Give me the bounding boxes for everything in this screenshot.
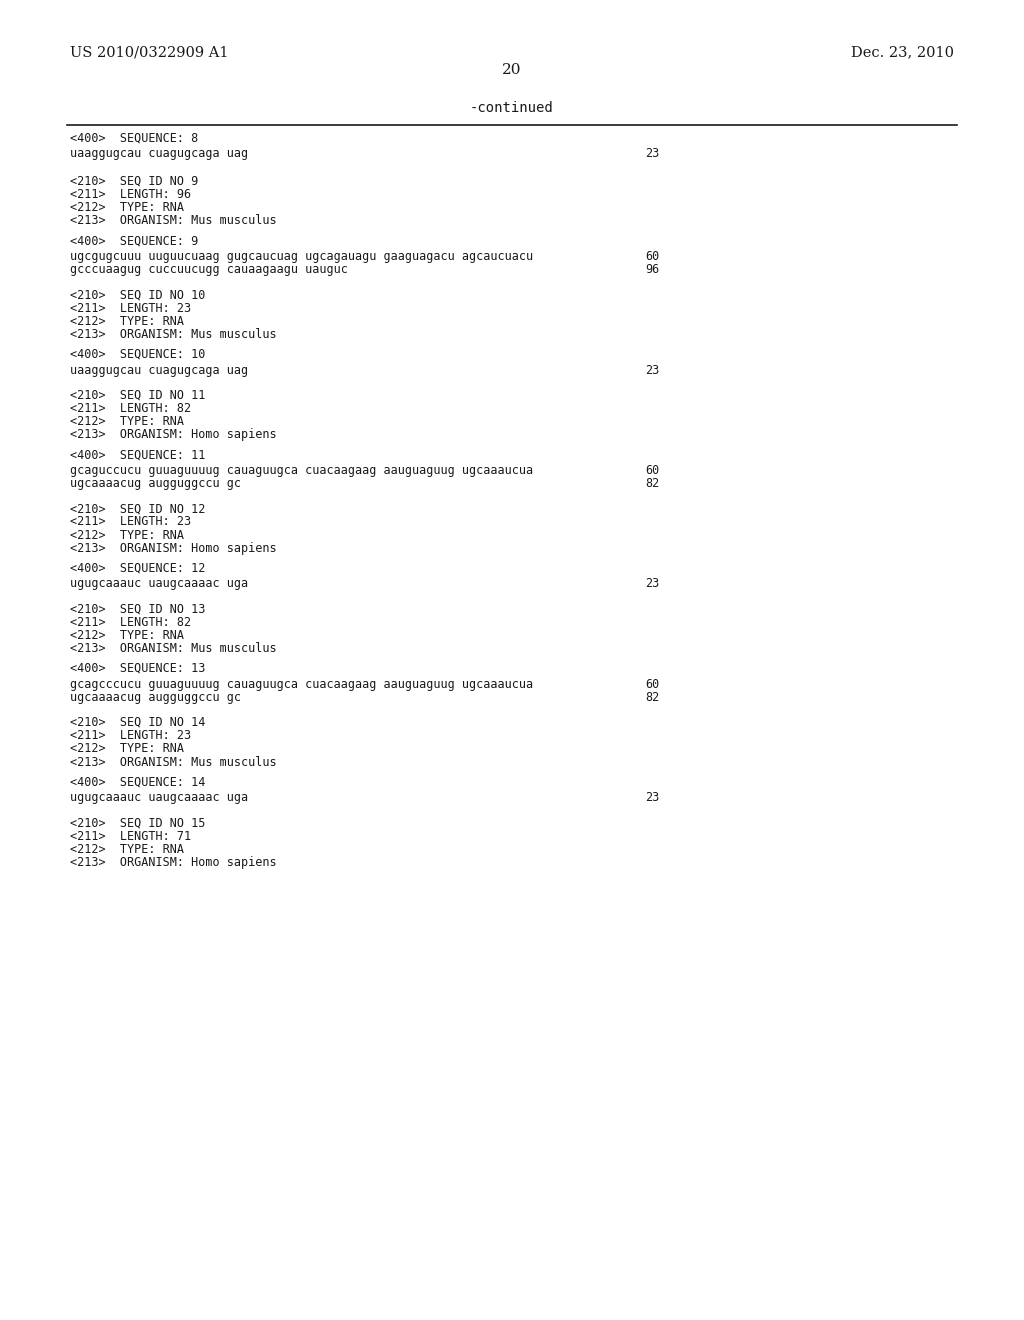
Text: 23: 23 (645, 147, 659, 160)
Text: <213>  ORGANISM: Mus musculus: <213> ORGANISM: Mus musculus (70, 327, 276, 341)
Text: <212>  TYPE: RNA: <212> TYPE: RNA (70, 628, 183, 642)
Text: gcagcccucu guuaguuuug cauaguugca cuacaagaag aauguaguug ugcaaaucua: gcagcccucu guuaguuuug cauaguugca cuacaag… (70, 677, 532, 690)
Text: <211>  LENGTH: 23: <211> LENGTH: 23 (70, 301, 190, 314)
Text: uaaggugcau cuagugcaga uag: uaaggugcau cuagugcaga uag (70, 147, 248, 160)
Text: <211>  LENGTH: 71: <211> LENGTH: 71 (70, 829, 190, 842)
Text: ugugcaaauc uaugcaaaac uga: ugugcaaauc uaugcaaaac uga (70, 577, 248, 590)
Text: <212>  TYPE: RNA: <212> TYPE: RNA (70, 842, 183, 855)
Text: <213>  ORGANISM: Mus musculus: <213> ORGANISM: Mus musculus (70, 755, 276, 768)
Text: <400>  SEQUENCE: 9: <400> SEQUENCE: 9 (70, 234, 198, 247)
Text: <210>  SEQ ID NO 9: <210> SEQ ID NO 9 (70, 174, 198, 187)
Text: <213>  ORGANISM: Mus musculus: <213> ORGANISM: Mus musculus (70, 642, 276, 655)
Text: uaaggugcau cuagugcaga uag: uaaggugcau cuagugcaga uag (70, 363, 248, 376)
Text: <211>  LENGTH: 96: <211> LENGTH: 96 (70, 187, 190, 201)
Text: <212>  TYPE: RNA: <212> TYPE: RNA (70, 414, 183, 428)
Text: <211>  LENGTH: 82: <211> LENGTH: 82 (70, 401, 190, 414)
Text: Dec. 23, 2010: Dec. 23, 2010 (851, 46, 954, 59)
Text: 96: 96 (645, 263, 659, 276)
Text: <211>  LENGTH: 23: <211> LENGTH: 23 (70, 515, 190, 528)
Text: <213>  ORGANISM: Homo sapiens: <213> ORGANISM: Homo sapiens (70, 855, 276, 869)
Text: <210>  SEQ ID NO 13: <210> SEQ ID NO 13 (70, 602, 205, 615)
Text: 82: 82 (645, 477, 659, 490)
Text: <400>  SEQUENCE: 11: <400> SEQUENCE: 11 (70, 447, 205, 461)
Text: <210>  SEQ ID NO 12: <210> SEQ ID NO 12 (70, 502, 205, 515)
Text: US 2010/0322909 A1: US 2010/0322909 A1 (70, 46, 228, 59)
Text: <211>  LENGTH: 23: <211> LENGTH: 23 (70, 729, 190, 742)
Text: <210>  SEQ ID NO 11: <210> SEQ ID NO 11 (70, 388, 205, 401)
Text: 60: 60 (645, 677, 659, 690)
Text: <400>  SEQUENCE: 8: <400> SEQUENCE: 8 (70, 131, 198, 144)
Text: <400>  SEQUENCE: 12: <400> SEQUENCE: 12 (70, 561, 205, 574)
Text: gcaguccucu guuaguuuug cauaguugca cuacaagaag aauguaguug ugcaaaucua: gcaguccucu guuaguuuug cauaguugca cuacaag… (70, 463, 532, 477)
Text: <212>  TYPE: RNA: <212> TYPE: RNA (70, 314, 183, 327)
Text: ugugcaaauc uaugcaaaac uga: ugugcaaauc uaugcaaaac uga (70, 791, 248, 804)
Text: <212>  TYPE: RNA: <212> TYPE: RNA (70, 201, 183, 214)
Text: <211>  LENGTH: 82: <211> LENGTH: 82 (70, 615, 190, 628)
Text: <210>  SEQ ID NO 14: <210> SEQ ID NO 14 (70, 715, 205, 729)
Text: 23: 23 (645, 791, 659, 804)
Text: 23: 23 (645, 577, 659, 590)
Text: <213>  ORGANISM: Homo sapiens: <213> ORGANISM: Homo sapiens (70, 428, 276, 441)
Text: <400>  SEQUENCE: 13: <400> SEQUENCE: 13 (70, 661, 205, 675)
Text: <400>  SEQUENCE: 10: <400> SEQUENCE: 10 (70, 347, 205, 360)
Text: ugcgugcuuu uuguucuaag gugcaucuag ugcagauagu gaaguagacu agcaucuacu: ugcgugcuuu uuguucuaag gugcaucuag ugcagau… (70, 249, 532, 263)
Text: <400>  SEQUENCE: 14: <400> SEQUENCE: 14 (70, 775, 205, 788)
Text: ugcaaaacug augguggccu gc: ugcaaaacug augguggccu gc (70, 477, 241, 490)
Text: -continued: -continued (470, 102, 554, 115)
Text: 60: 60 (645, 249, 659, 263)
Text: 82: 82 (645, 690, 659, 704)
Text: 23: 23 (645, 363, 659, 376)
Text: <210>  SEQ ID NO 15: <210> SEQ ID NO 15 (70, 816, 205, 829)
Text: 60: 60 (645, 463, 659, 477)
Text: <210>  SEQ ID NO 10: <210> SEQ ID NO 10 (70, 288, 205, 301)
Text: gcccuaagug cuccuucugg cauaagaagu uauguc: gcccuaagug cuccuucugg cauaagaagu uauguc (70, 263, 347, 276)
Text: 20: 20 (502, 63, 522, 77)
Text: <212>  TYPE: RNA: <212> TYPE: RNA (70, 528, 183, 541)
Text: <213>  ORGANISM: Homo sapiens: <213> ORGANISM: Homo sapiens (70, 541, 276, 554)
Text: <213>  ORGANISM: Mus musculus: <213> ORGANISM: Mus musculus (70, 214, 276, 227)
Text: <212>  TYPE: RNA: <212> TYPE: RNA (70, 742, 183, 755)
Text: ugcaaaacug augguggccu gc: ugcaaaacug augguggccu gc (70, 690, 241, 704)
